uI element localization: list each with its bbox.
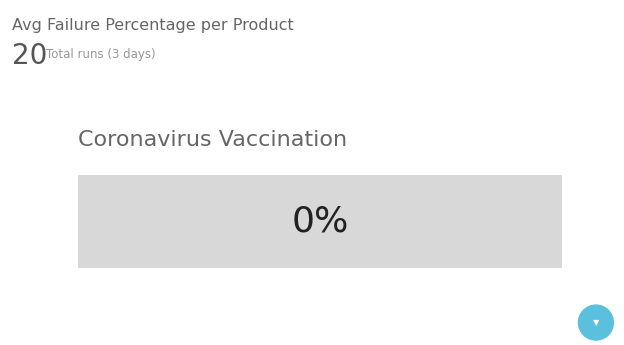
Text: Avg Failure Percentage per Product: Avg Failure Percentage per Product: [12, 18, 294, 33]
Circle shape: [578, 305, 613, 340]
Bar: [78, 175, 562, 268]
Text: Total runs (3 days): Total runs (3 days): [46, 48, 155, 61]
Text: Coronavirus Vaccination: Coronavirus Vaccination: [78, 130, 347, 150]
Text: ▼: ▼: [593, 318, 599, 327]
Text: 0%: 0%: [291, 205, 349, 238]
Text: 20: 20: [12, 42, 47, 70]
